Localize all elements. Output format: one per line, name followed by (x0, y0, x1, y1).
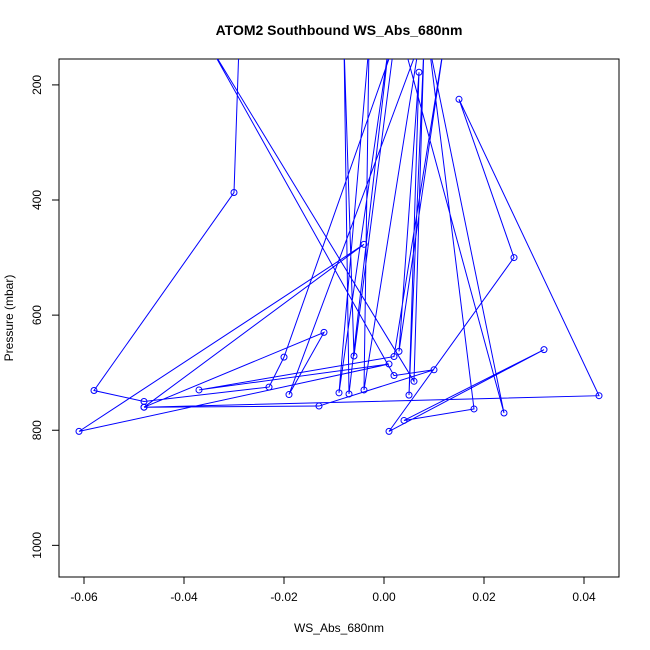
data-point (90, 387, 98, 395)
y-tick-label: 1000 (30, 532, 44, 559)
data-point (315, 402, 323, 410)
data-point (335, 389, 343, 397)
y-tick-label: 800 (30, 420, 44, 440)
data-point (345, 390, 353, 398)
series-line (78, 59, 600, 432)
data-point (285, 391, 293, 399)
x-tick-label: 0.04 (572, 590, 596, 604)
data-point (280, 353, 288, 361)
data-point (265, 383, 273, 391)
y-tick-label: 200 (30, 75, 44, 95)
data-point (400, 416, 408, 424)
data-point (360, 240, 368, 248)
data-point (510, 254, 518, 262)
data-point (230, 189, 238, 197)
data-point (395, 347, 403, 355)
y-tick-label: 400 (30, 190, 44, 210)
data-point (410, 377, 418, 385)
x-tick-label: -0.04 (170, 590, 198, 604)
x-axis: -0.06 -0.04 -0.02 0.00 0.02 0.04 (70, 576, 596, 604)
x-tick-label: 0.00 (372, 590, 396, 604)
x-tick-label: -0.02 (270, 590, 298, 604)
plot-frame (58, 58, 620, 578)
data-point (405, 391, 413, 399)
data-point (350, 352, 358, 360)
data-point (140, 403, 148, 411)
data-point (390, 353, 398, 361)
data-point (415, 68, 423, 76)
data-point (390, 372, 398, 380)
data-point (385, 427, 393, 435)
y-tick-label: 600 (30, 305, 44, 325)
plot-area (75, 59, 603, 435)
data-point (595, 392, 603, 400)
data-point (470, 405, 478, 413)
data-point (385, 360, 393, 368)
x-axis-label: WS_Abs_680nm (294, 621, 384, 635)
data-point (430, 366, 438, 374)
data-point (360, 386, 368, 394)
data-point (455, 95, 463, 103)
data-point (195, 386, 203, 394)
x-tick-label: 0.02 (472, 590, 496, 604)
y-axis-label: Pressure (mbar) (2, 275, 16, 362)
data-point (320, 328, 328, 336)
data-point (500, 409, 508, 417)
x-tick-label: -0.06 (70, 590, 98, 604)
y-axis: 200 400 600 800 1000 (30, 75, 60, 559)
chart-title: ATOM2 Southbound WS_Abs_680nm (216, 22, 463, 38)
data-point (540, 346, 548, 354)
data-point (75, 427, 83, 435)
